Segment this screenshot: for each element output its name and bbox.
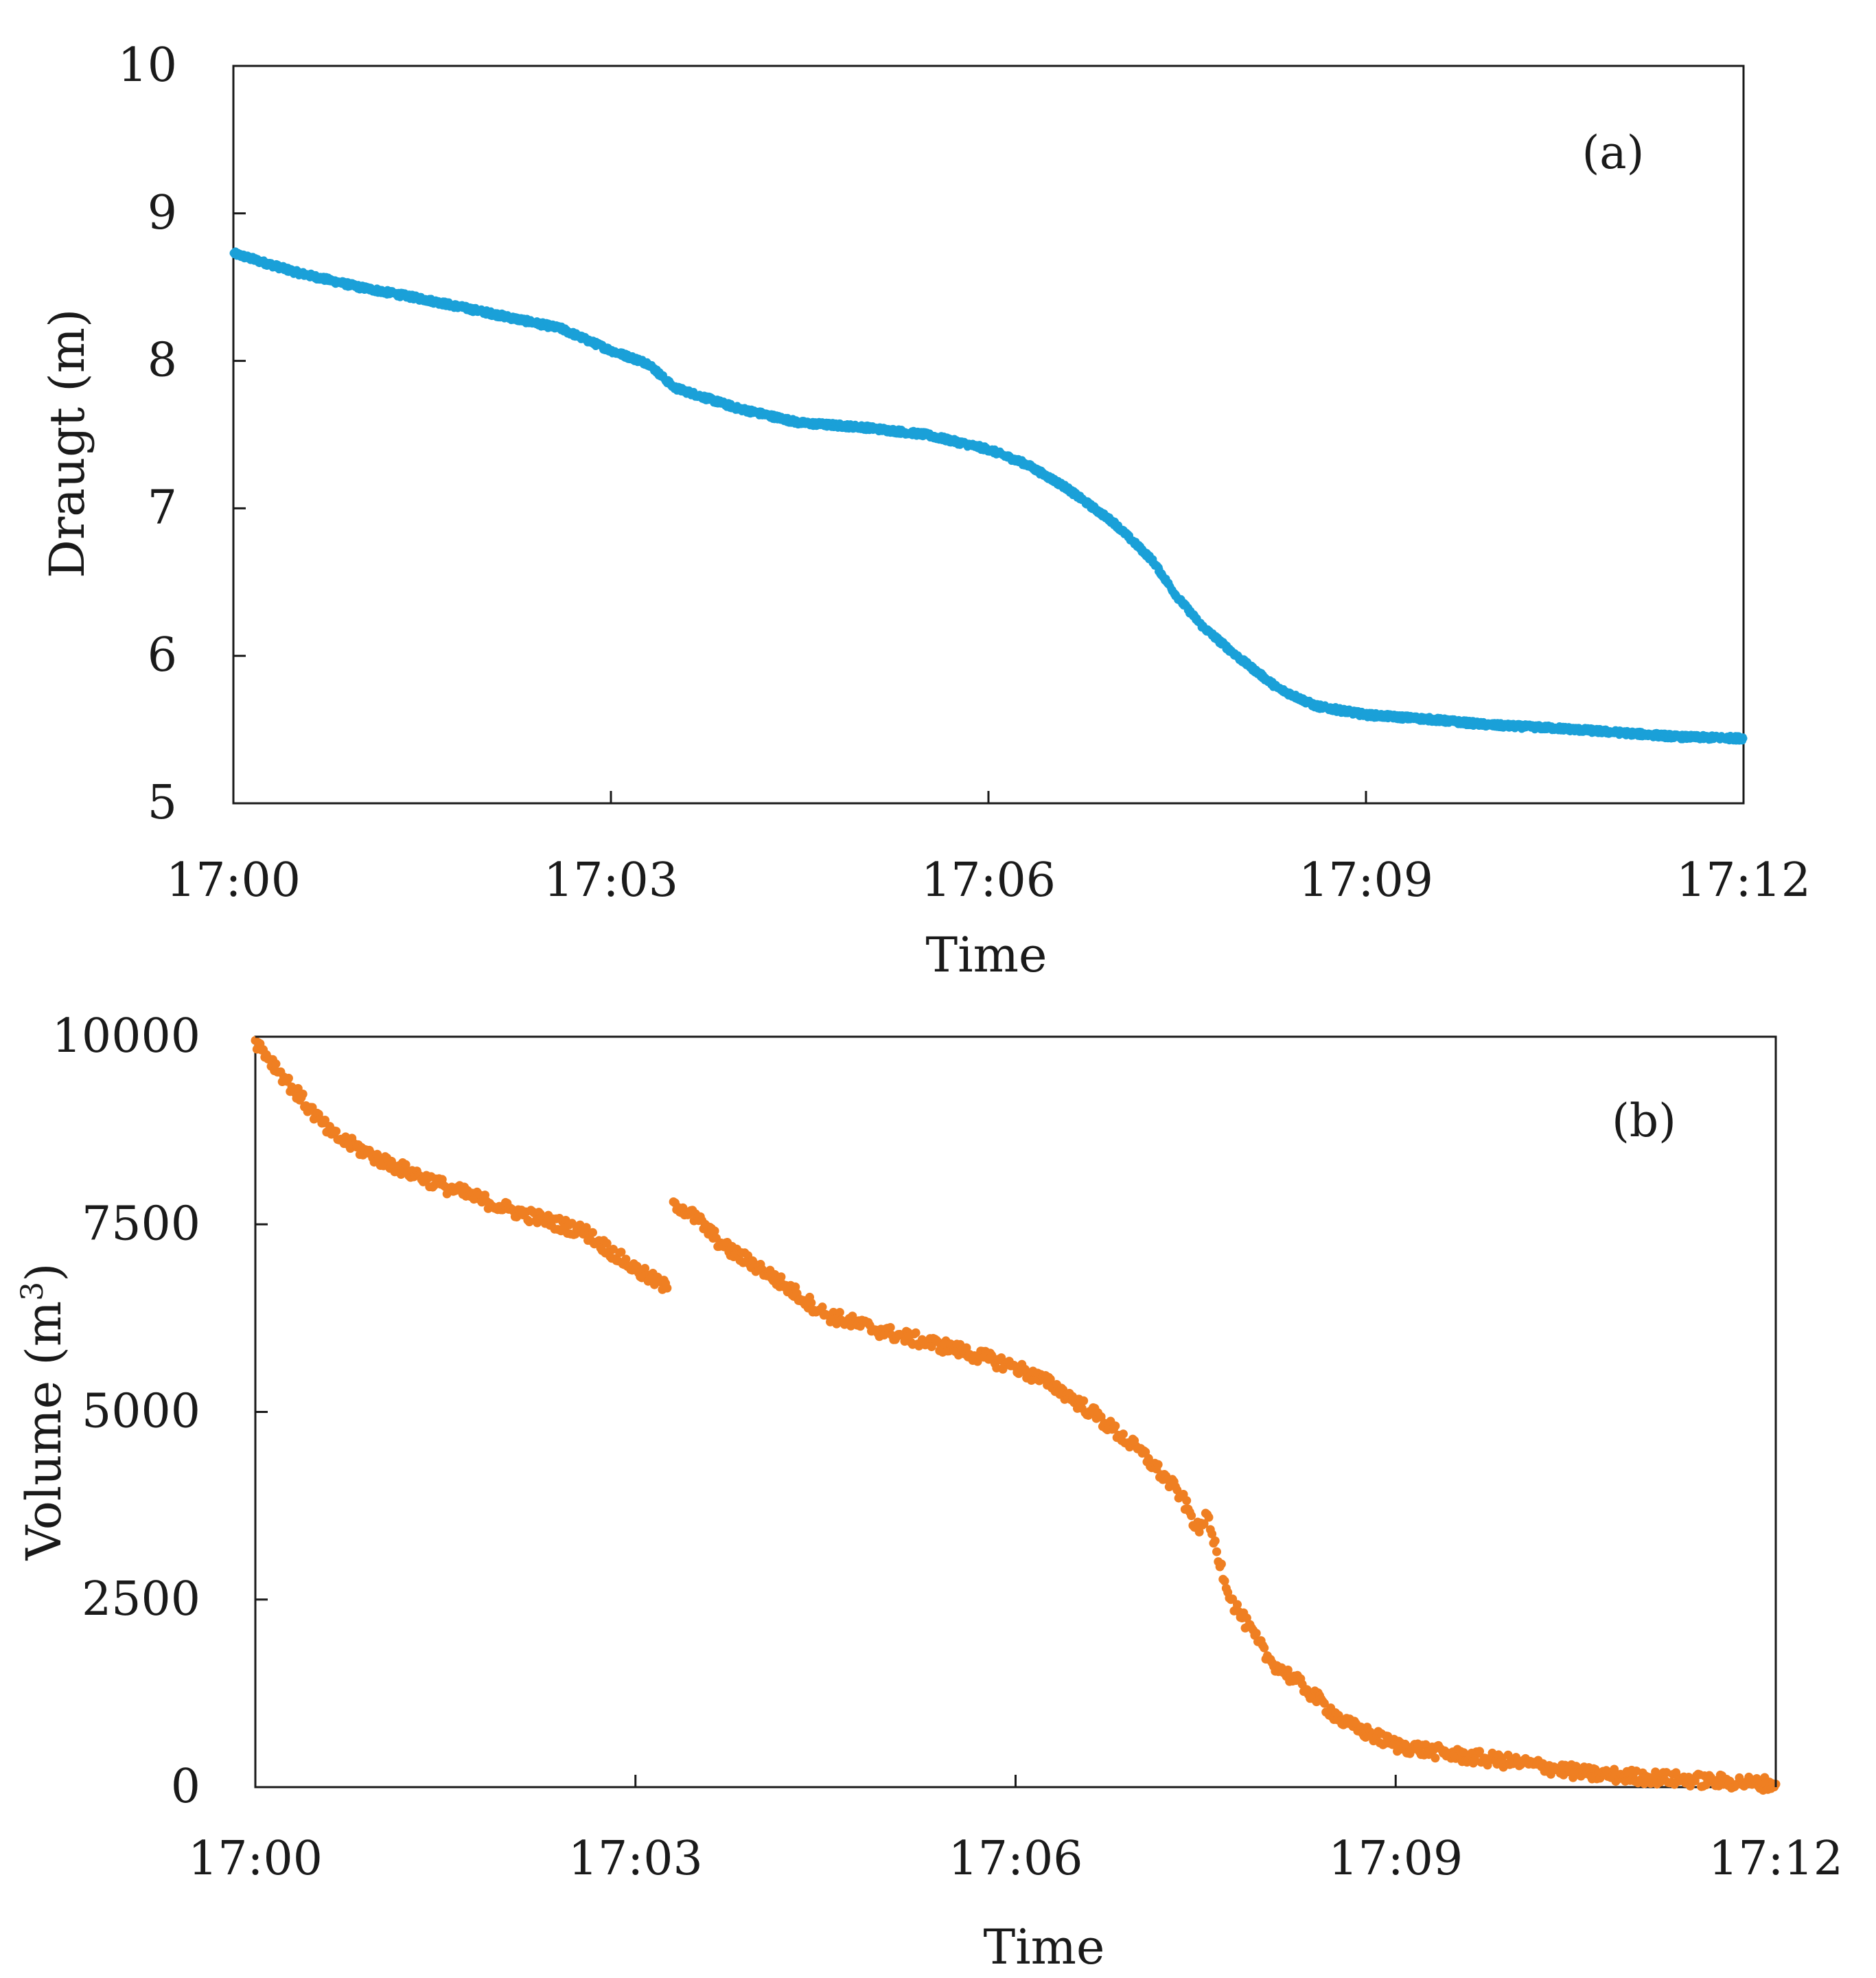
data-point <box>1233 1600 1242 1609</box>
panel-b-y-axis-label: Volume (m3) <box>15 1263 72 1561</box>
x-tick-label: 17:12 <box>1676 853 1811 908</box>
y-tick-label: 10000 <box>52 1009 200 1063</box>
data-point <box>1079 1396 1089 1405</box>
data-point <box>321 1115 330 1125</box>
data-point <box>298 1090 308 1099</box>
panel-b-x-axis-label: Time <box>984 1919 1105 1975</box>
y-tick-label: 10 <box>117 38 177 93</box>
panel-a-draught-chart: 17:00 17:03 17:06 17:09 17:12 5 6 7 8 9 10 (a) Ti… <box>39 38 1811 983</box>
data-point <box>1187 1511 1196 1521</box>
data-point <box>1431 1753 1440 1763</box>
x-tick-label: 17:00 <box>166 853 301 908</box>
data-point <box>1283 1665 1293 1675</box>
data-point <box>1220 1576 1229 1586</box>
panel-b-label: (b) <box>1612 1094 1676 1147</box>
data-point <box>616 1247 626 1257</box>
data-point <box>1199 1519 1209 1528</box>
x-tick-label: 17:09 <box>1299 853 1433 908</box>
data-point <box>962 1343 971 1353</box>
y-tick-label: 5 <box>148 776 177 830</box>
data-point <box>401 1160 410 1169</box>
panel-b-y-axis-label-superscript: 3 <box>15 1282 50 1301</box>
data-point <box>1182 1496 1192 1506</box>
x-tick-label: 17:00 <box>188 1832 323 1886</box>
data-point <box>332 1127 341 1136</box>
panel-a-label: (a) <box>1582 126 1645 179</box>
data-point <box>1111 1421 1120 1431</box>
panel-b-plot-area <box>254 1035 1777 1789</box>
data-point <box>581 1223 591 1232</box>
y-tick-label: 5000 <box>82 1385 200 1439</box>
panel-a-x-axis-label: Time <box>926 927 1047 983</box>
x-tick-label: 17:03 <box>568 1832 703 1886</box>
data-point <box>835 1307 844 1317</box>
x-tick-label: 17:12 <box>1709 1832 1843 1886</box>
panel-b-y-axis-label-suffix: ) <box>16 1263 72 1282</box>
y-tick-label: 2500 <box>82 1572 200 1626</box>
y-tick-label: 8 <box>148 334 177 388</box>
data-point <box>632 1261 642 1271</box>
data-point <box>1216 1559 1226 1569</box>
data-point <box>818 1302 827 1312</box>
data-point <box>283 1073 293 1083</box>
data-point <box>776 1272 786 1282</box>
panel-b-x-axis-ticks: 17:00 17:03 17:06 17:09 17:12 <box>188 1775 1843 1886</box>
data-point <box>997 1353 1006 1363</box>
x-tick-label: 17:03 <box>544 853 678 908</box>
panel-a-plot-area <box>232 65 1745 805</box>
data-point <box>1207 1529 1217 1539</box>
data-point <box>1204 1513 1214 1522</box>
data-point <box>807 1298 816 1308</box>
data-point <box>1739 734 1748 742</box>
x-tick-label: 17:06 <box>921 853 1056 908</box>
data-point <box>1568 1773 1578 1782</box>
data-point <box>885 1323 895 1333</box>
y-tick-label: 7 <box>148 481 177 535</box>
data-point <box>1118 1429 1128 1439</box>
panel-a-y-axis-label: Draugt (m) <box>39 309 95 579</box>
panel-b-y-axis-ticks: 0 2500 5000 7500 10000 <box>52 1009 268 1814</box>
data-point <box>602 1239 612 1248</box>
data-point <box>1194 1527 1204 1537</box>
data-point <box>710 1226 719 1236</box>
data-point <box>911 1328 920 1337</box>
data-point <box>1475 1747 1485 1756</box>
data-point <box>1260 1643 1269 1653</box>
data-point <box>662 1283 672 1293</box>
panel-a-x-axis-ticks: 17:00 17:03 17:06 17:09 17:12 <box>166 791 1811 908</box>
data-point <box>588 1228 597 1237</box>
data-point <box>1144 1453 1153 1463</box>
x-tick-label: 17:06 <box>949 1832 1083 1886</box>
data-point <box>1210 1536 1220 1545</box>
data-point <box>1153 1460 1163 1469</box>
data-point <box>1251 1629 1261 1638</box>
data-point <box>621 1254 631 1264</box>
panel-b-data-points <box>251 1035 1781 1795</box>
data-point <box>927 1342 936 1352</box>
data-point <box>1212 1547 1222 1556</box>
x-tick-label: 17:09 <box>1328 1832 1463 1886</box>
panel-b-y-axis-label-text: Volume (m <box>16 1301 72 1561</box>
y-tick-label: 0 <box>171 1760 200 1814</box>
data-point <box>1671 1768 1681 1778</box>
y-tick-label: 9 <box>148 186 177 240</box>
data-point <box>271 1059 281 1069</box>
panel-a-y-axis-ticks: 5 6 7 8 9 10 <box>117 38 246 830</box>
data-point <box>1319 1699 1329 1708</box>
panel-b-volume-chart: 17:00 17:03 17:06 17:09 17:12 0 2500 5000 7500 1… <box>15 1009 1843 1975</box>
panel-a-data-points <box>229 247 1748 745</box>
y-tick-label: 6 <box>148 628 177 682</box>
y-tick-label: 7500 <box>82 1197 200 1251</box>
